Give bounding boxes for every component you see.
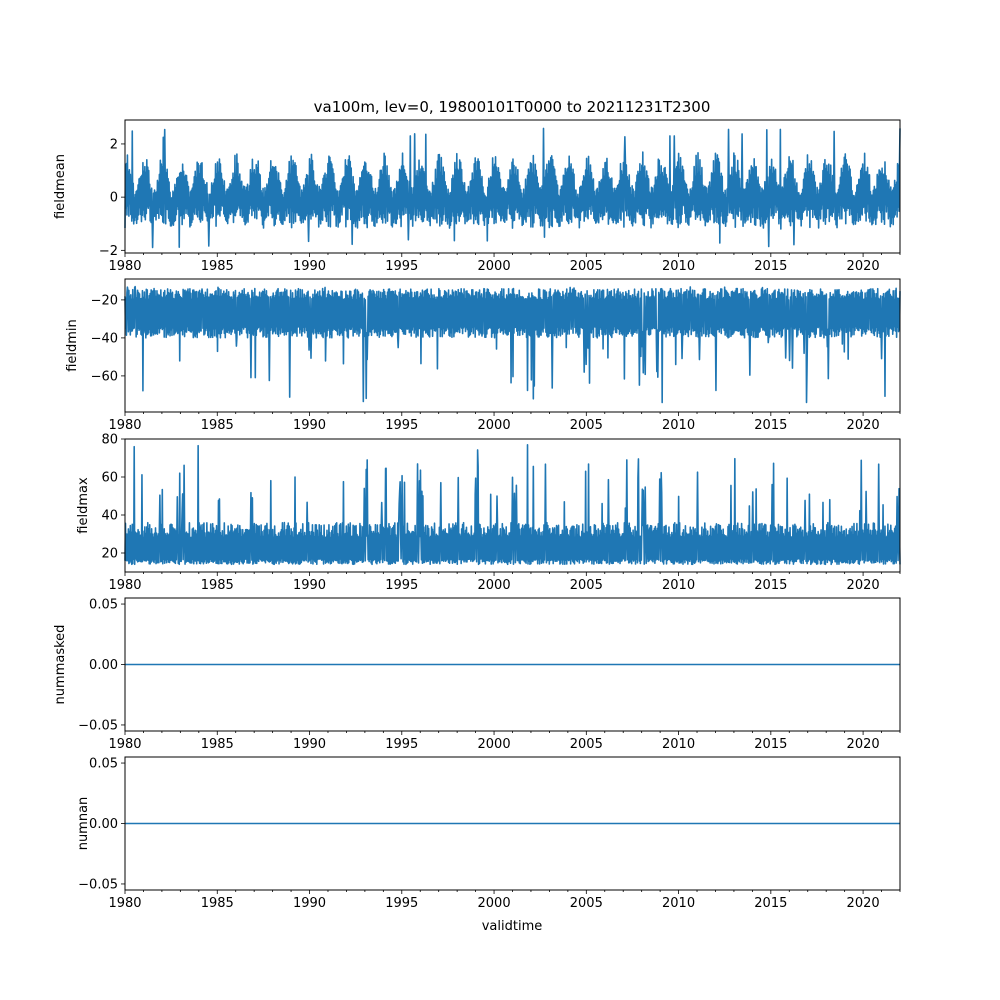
x-tick-label: 1985 bbox=[201, 418, 234, 433]
x-tick-label: 2020 bbox=[847, 418, 880, 433]
x-tick-label: 2010 bbox=[662, 578, 695, 593]
series-line-fieldmax bbox=[124, 443, 901, 566]
x-tick-label: 1985 bbox=[201, 737, 234, 752]
panel-fieldmean: 1980 1985 1990 1995 2000 2005 2010 2015 2020 −2 0 2… bbox=[53, 119, 901, 274]
panel-fieldmin: 1980 1985 1990 1995 2000 2005 2010 2015 2020 −60 −… bbox=[65, 278, 901, 433]
x-tick-label: 2000 bbox=[478, 418, 511, 433]
y-tick-label: 0 bbox=[110, 191, 118, 206]
y-tick-label: 2 bbox=[110, 137, 118, 152]
y-tick-label: 60 bbox=[101, 471, 118, 486]
x-tick-label: 1990 bbox=[293, 418, 326, 433]
x-tick-label: 1980 bbox=[108, 259, 141, 274]
x-tick-label: 2015 bbox=[754, 896, 787, 911]
y-tick-label: 40 bbox=[101, 509, 118, 524]
x-tick-label: 1995 bbox=[385, 259, 418, 274]
y-tick-label: −60 bbox=[91, 369, 118, 384]
y-tick-label: 80 bbox=[101, 433, 118, 448]
x-tick-label: 2010 bbox=[662, 896, 695, 911]
x-tick-label: 1990 bbox=[293, 578, 326, 593]
chart-panels: 1980 1985 1990 1995 2000 2005 2010 2015 2020−202… bbox=[53, 119, 901, 911]
y-axis-label-fieldmax: fieldmax bbox=[76, 477, 91, 534]
x-tick-label: 1985 bbox=[201, 578, 234, 593]
x-tick-label: 2020 bbox=[847, 737, 880, 752]
x-tick-label: 2010 bbox=[662, 259, 695, 274]
x-tick-label: 1990 bbox=[293, 737, 326, 752]
y-axis-label-fieldmean: fieldmean bbox=[53, 154, 68, 219]
x-tick-label: 1995 bbox=[385, 578, 418, 593]
x-tick-label: 2005 bbox=[570, 418, 603, 433]
x-tick-label: 1990 bbox=[293, 896, 326, 911]
y-tick-label: −20 bbox=[91, 293, 118, 308]
y-axis-label-nummasked: nummasked bbox=[53, 625, 68, 705]
x-tick-label: 1985 bbox=[201, 259, 234, 274]
x-tick-label: 1985 bbox=[201, 896, 234, 911]
x-tick-label: 1990 bbox=[293, 259, 326, 274]
y-tick-label: 0.05 bbox=[89, 598, 118, 613]
x-tick-label: 2005 bbox=[570, 737, 603, 752]
x-tick-label: 2010 bbox=[662, 737, 695, 752]
y-tick-label: −2 bbox=[99, 244, 118, 259]
x-tick-label: 1980 bbox=[108, 418, 141, 433]
panel-fieldmax: 1980 1985 1990 1995 2000 2005 2010 2015 20202040… bbox=[76, 433, 901, 593]
y-tick-label: −0.05 bbox=[78, 877, 118, 892]
panel-nummasked: 1980 1985 1990 1995 2000 2005 2010 2015 2020 −0.0… bbox=[53, 597, 901, 752]
x-tick-label: 2000 bbox=[478, 896, 511, 911]
x-tick-label: 2005 bbox=[570, 896, 603, 911]
y-tick-label: 0.00 bbox=[89, 817, 118, 832]
x-tick-label: 2020 bbox=[847, 578, 880, 593]
x-tick-label: 2015 bbox=[754, 259, 787, 274]
x-tick-label: 2015 bbox=[754, 737, 787, 752]
y-tick-label: 0.00 bbox=[89, 658, 118, 673]
x-tick-label: 2020 bbox=[847, 259, 880, 274]
x-tick-label: 2015 bbox=[754, 578, 787, 593]
y-tick-label: −40 bbox=[91, 331, 118, 346]
x-tick-label: 2010 bbox=[662, 418, 695, 433]
x-tick-label: 1980 bbox=[108, 578, 141, 593]
x-axis-label: validtime bbox=[482, 919, 543, 934]
x-tick-label: 2005 bbox=[570, 259, 603, 274]
series-line-fieldmin bbox=[124, 285, 901, 404]
x-tick-label: 2005 bbox=[570, 578, 603, 593]
x-tick-label: 2015 bbox=[754, 418, 787, 433]
x-tick-label: 2000 bbox=[478, 259, 511, 274]
x-tick-label: 2000 bbox=[478, 578, 511, 593]
x-tick-label: 1995 bbox=[385, 737, 418, 752]
x-tick-label: 2000 bbox=[478, 737, 511, 752]
y-axis-label-numnan: numnan bbox=[76, 797, 91, 851]
x-tick-label: 2020 bbox=[847, 896, 880, 911]
x-tick-label: 1995 bbox=[385, 418, 418, 433]
series-line-fieldmean bbox=[124, 127, 901, 249]
y-tick-label: −0.05 bbox=[78, 718, 118, 733]
y-axis-label-fieldmin: fieldmin bbox=[65, 319, 80, 372]
y-tick-label: 0.05 bbox=[89, 757, 118, 772]
y-tick-label: 20 bbox=[101, 547, 118, 562]
chart-title: va100m, lev=0, 19800101T0000 to 20211231… bbox=[314, 98, 711, 116]
x-tick-label: 1995 bbox=[385, 896, 418, 911]
panel-numnan: 1980 1985 1990 1995 2000 2005 2010 2015 2020 −0.0… bbox=[76, 756, 901, 911]
x-tick-label: 1980 bbox=[108, 737, 141, 752]
x-tick-label: 1980 bbox=[108, 896, 141, 911]
